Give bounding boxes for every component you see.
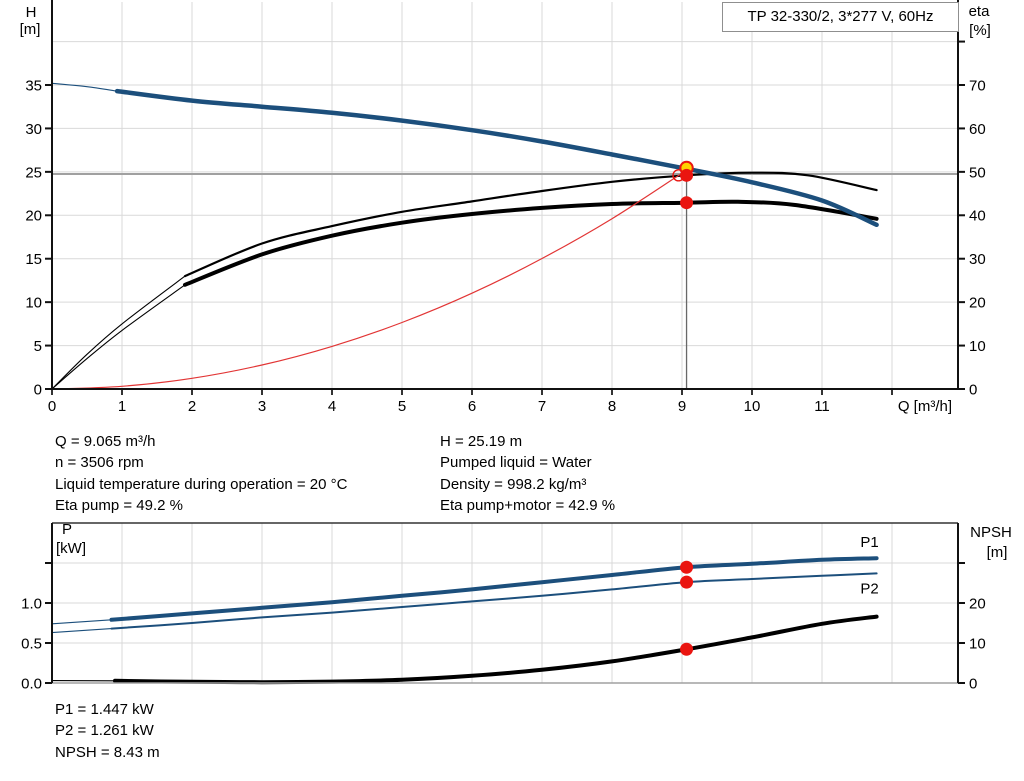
right-tick-label: 50	[969, 164, 986, 181]
right-tick-label: 0	[969, 675, 977, 692]
duty-info-left: Q = 9.065 m³/h n = 3506 rpm Liquid tempe…	[55, 431, 347, 517]
curve-eta-pump-motor-lead	[51, 284, 186, 390]
x-tick-label: 4	[328, 398, 336, 415]
right-tick-label: 10	[969, 338, 986, 355]
curve-p1	[109, 556, 879, 622]
series-label-P1: P1	[860, 534, 878, 551]
axis-title-right_axis-unit: [%]	[969, 22, 991, 39]
duty-marker-red	[680, 642, 694, 656]
duty-info-line-q: Q = 9.065 m³/h	[55, 433, 156, 450]
right-tick-label: 0	[969, 381, 977, 398]
series-label-P2: P2	[860, 580, 878, 597]
right-tick-label: 20	[969, 595, 986, 612]
left-tick-label: 20	[25, 208, 42, 225]
right-tick-label: 60	[969, 121, 986, 138]
x-tick-label: 3	[258, 398, 266, 415]
curve-npsh	[113, 614, 879, 685]
x-tick-label: 7	[538, 398, 546, 415]
duty-info-line-liquid: Pumped liquid = Water	[440, 454, 592, 472]
result-line-npsh: NPSH = 8.43 m	[55, 743, 160, 761]
axis-title-left_axis-unit: [m]	[20, 21, 41, 38]
x-tick-label: 10	[744, 398, 761, 415]
left-tick-label: 10	[25, 295, 42, 312]
left-tick-label: 0.5	[21, 635, 42, 652]
curve-p1-lead	[51, 619, 112, 625]
axis-title-right_axis-title: eta	[969, 3, 991, 20]
right-tick-label: 40	[969, 208, 986, 225]
pump-title: TP 32-330/2, 3*277 V, 60Hz	[747, 8, 934, 25]
duty-marker-red	[680, 196, 694, 210]
duty-info-line-n: n = 3506 rpm	[55, 454, 144, 472]
axis-title-right_axis-title: NPSH	[970, 524, 1012, 541]
curve-eta-pump-motor	[183, 199, 879, 287]
right-tick-label: 70	[969, 77, 986, 94]
x-tick-label: 6	[468, 398, 476, 415]
curve-p2-lead	[51, 628, 112, 634]
axis-title-right_axis-unit: [m]	[987, 544, 1008, 561]
left-tick-label: 25	[25, 164, 42, 181]
duty-marker-red	[680, 575, 694, 589]
x-tick-label: 2	[188, 398, 196, 415]
left-tick-label: 0	[34, 381, 42, 398]
x-tick-label: 11	[814, 398, 830, 415]
left-tick-label: 30	[25, 121, 42, 138]
duty-info-right: H = 25.19 m Pumped liquid = Water Densit…	[440, 431, 615, 517]
x-tick-label: 9	[678, 398, 686, 415]
duty-marker-red	[680, 168, 694, 182]
x-tick-label: 1	[118, 398, 126, 415]
result-line-p1: P1 = 1.447 kW	[55, 701, 154, 718]
axis-title-left_axis-title: P	[62, 521, 72, 538]
duty-info-line-temp: Liquid temperature during operation = 20…	[55, 475, 348, 493]
curve-eta-pump	[183, 171, 878, 278]
duty-info-line-eta-pump: Eta pump = 49.2 %	[55, 497, 183, 515]
x-tick-label: 5	[398, 398, 406, 415]
left-tick-label: 35	[25, 77, 42, 94]
left-tick-label: 5	[34, 338, 42, 355]
axis-title-left_axis-title: H	[26, 4, 37, 21]
result-block: P1 = 1.447 kW P2 = 1.261 kW NPSH = 8.43 …	[55, 699, 160, 763]
x-axis-title: Q [m³/h]	[898, 398, 952, 415]
axis-title-left_axis-unit: [kW]	[56, 540, 86, 557]
curve-system-curve	[51, 169, 687, 390]
x-tick-label: 8	[608, 398, 616, 415]
pump-title-box: TP 32-330/2, 3*277 V, 60Hz	[722, 2, 959, 32]
curve-p2	[110, 572, 878, 630]
right-tick-label: 10	[969, 635, 986, 652]
left-tick-label: 0.0	[21, 675, 42, 692]
duty-info-line-eta-total: Eta pump+motor = 42.9 %	[440, 497, 616, 515]
curve-head	[114, 88, 879, 228]
left-tick-label: 1.0	[21, 595, 42, 612]
curve-head-lead	[51, 82, 118, 92]
right-tick-label: 30	[969, 251, 986, 268]
duty-marker-red	[680, 560, 694, 574]
duty-info-line-h: H = 25.19 m	[440, 433, 523, 450]
duty-info-line-density: Density = 998.2 kg/m³	[440, 475, 587, 493]
right-tick-label: 20	[969, 295, 986, 312]
left-tick-label: 15	[25, 251, 42, 268]
result-line-p2: P2 = 1.261 kW	[55, 722, 154, 740]
x-tick-label: 0	[48, 398, 56, 415]
curve-eta-pump-lead	[51, 275, 186, 390]
